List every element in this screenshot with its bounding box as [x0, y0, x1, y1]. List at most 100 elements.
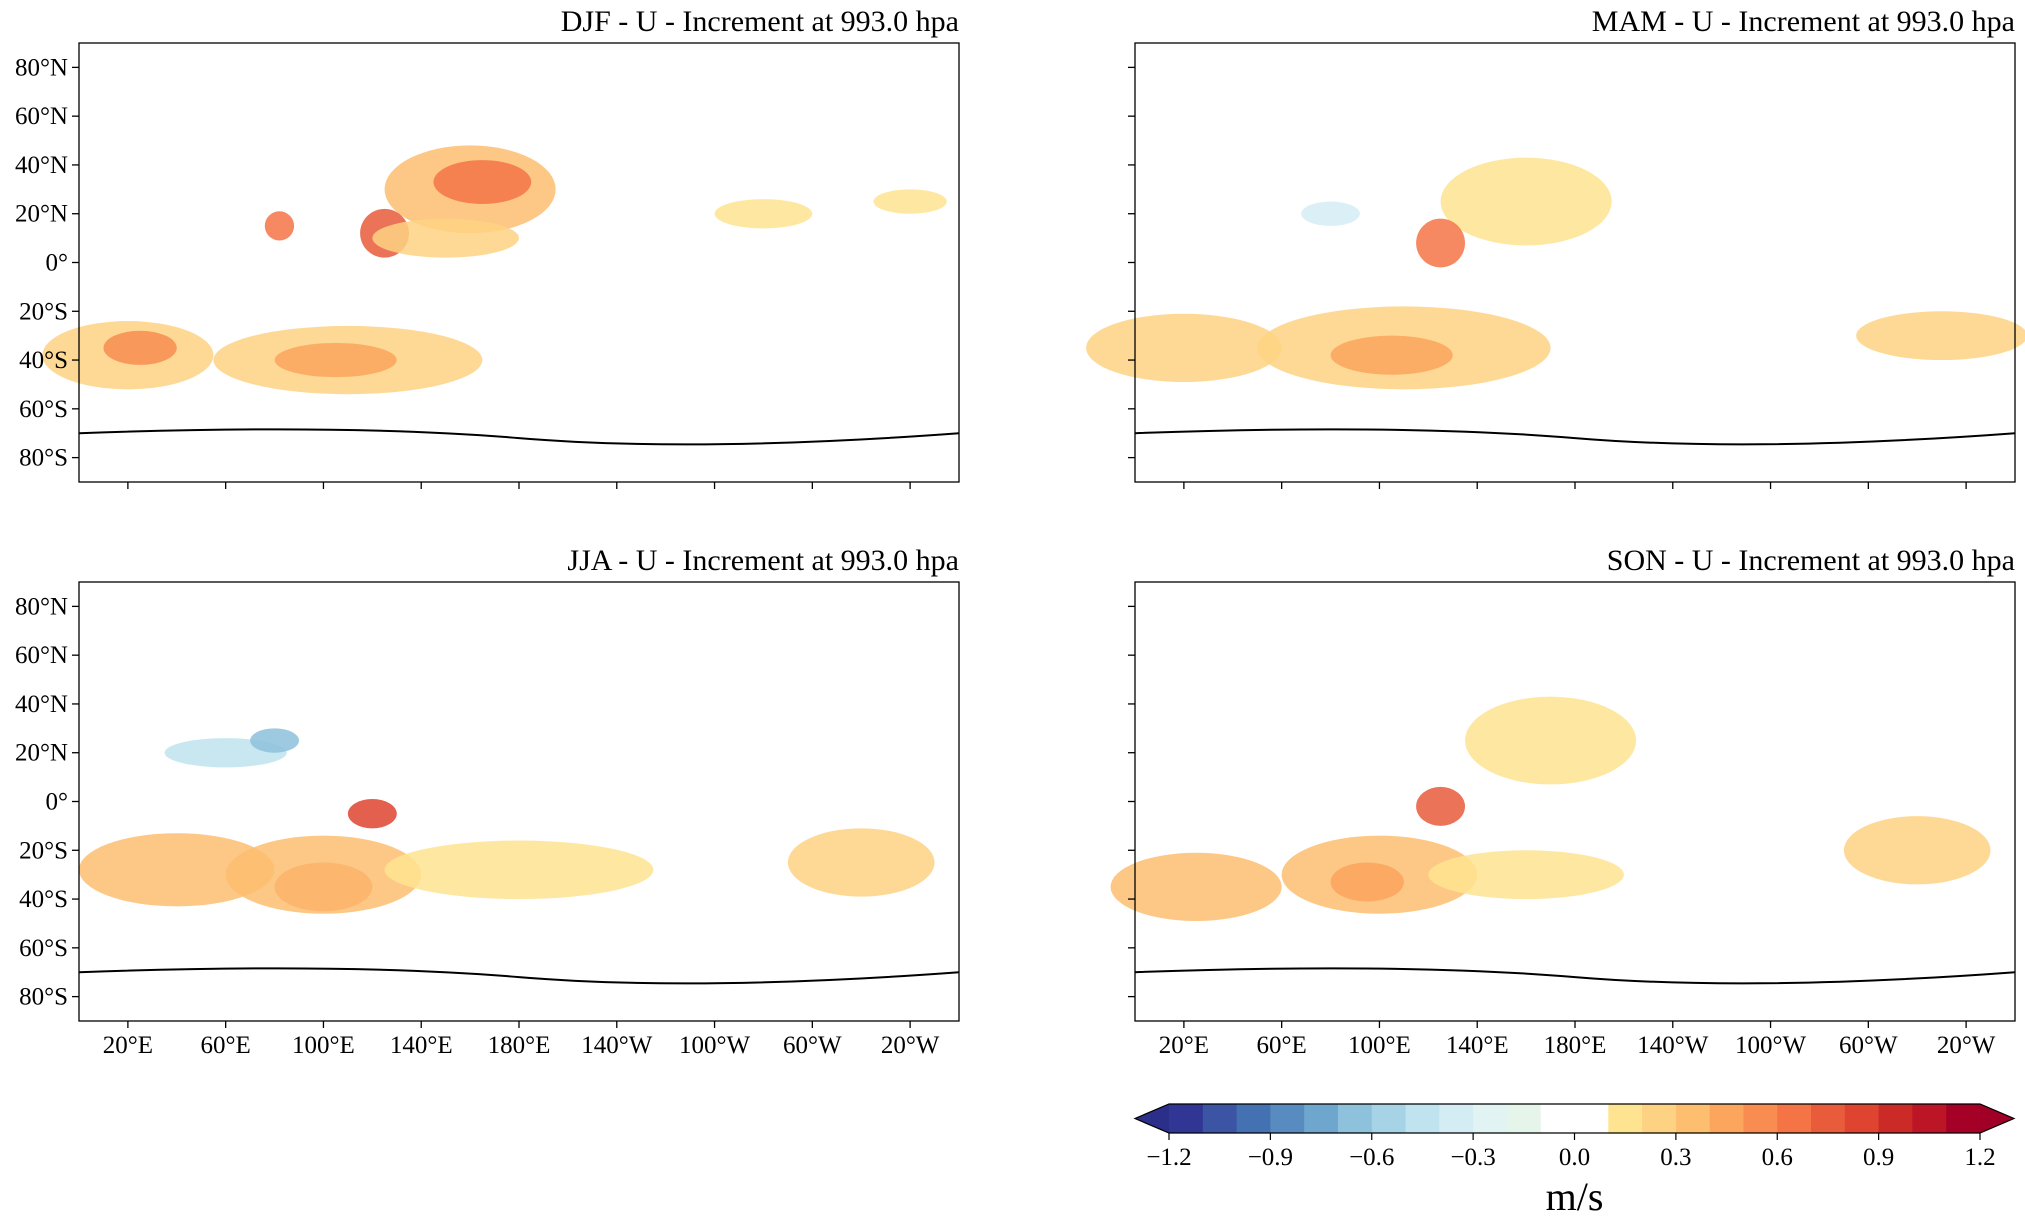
field-region: [1110, 852, 1282, 922]
field-region: [1843, 816, 1991, 885]
colorbar-bin: [1642, 1104, 1677, 1133]
colorbar-bin: [1304, 1104, 1339, 1133]
y-tick-label: 20°S: [19, 837, 68, 864]
x-tick-label: 20°E: [103, 1032, 153, 1059]
field-region: [384, 840, 654, 900]
x-tick-label: 20°W: [881, 1032, 940, 1059]
colorbar-tick-label: 0.0: [1559, 1144, 1590, 1171]
field-region: [1416, 218, 1465, 268]
field-region: [372, 218, 519, 258]
coastline: [78, 967, 960, 985]
coastline: [1134, 967, 2016, 985]
colorbar-bin: [1540, 1104, 1575, 1133]
field-region: [1465, 696, 1637, 785]
y-tick-label: 60°S: [19, 935, 68, 962]
coastline: [78, 428, 960, 446]
y-tick-label: 60°N: [15, 103, 68, 130]
map-panel: SON - U - Increment at 993.0 hpa 20°E 60°E…: [1110, 544, 2016, 1059]
x-tick-label: 140°W: [581, 1032, 652, 1059]
panel-title: SON - U - Increment at 993.0 hpa: [1607, 544, 2015, 577]
colorbar-bin: [1337, 1104, 1373, 1133]
colorbar-bin: [1946, 1104, 1981, 1133]
colorbar-label: m/s: [1546, 1174, 1604, 1219]
y-tick-label: 0°: [46, 250, 69, 277]
colorbar-bin: [1270, 1104, 1305, 1133]
axes-frame: [78, 42, 960, 483]
axes-frame: [78, 581, 960, 1022]
panel-title: JJA - U - Increment at 993.0 hpa: [567, 544, 959, 577]
colorbar-bin: [1202, 1104, 1238, 1133]
colorbar-bin: [1608, 1104, 1643, 1133]
x-tick-label: 140°E: [390, 1032, 453, 1059]
field-region: [1086, 313, 1282, 383]
colorbar-bin: [1675, 1104, 1711, 1133]
field-region: [1330, 335, 1453, 375]
colorbar-bin: [1405, 1104, 1440, 1133]
field-region: [714, 199, 813, 229]
map-panel: DJF - U - Increment at 993.0 hpa 80°N 60°N…: [15, 5, 960, 489]
colorbar-bin: [1878, 1104, 1913, 1133]
y-tick-label: 80°S: [19, 984, 68, 1011]
y-tick-label: 20°S: [19, 298, 68, 325]
field-region: [1330, 862, 1404, 902]
y-tick-label: 60°S: [19, 396, 68, 423]
colorbar-tick-label: 0.9: [1863, 1144, 1894, 1171]
colorbar-bin: [1743, 1104, 1778, 1133]
map-panel: JJA - U - Increment at 993.0 hpa 80°N 60°N…: [15, 544, 960, 1059]
x-tick-label: 100°E: [1348, 1032, 1411, 1059]
field-region: [433, 160, 532, 204]
x-tick-label: 60°E: [201, 1032, 251, 1059]
field-region: [1440, 157, 1612, 246]
colorbar-bin: [1811, 1104, 1846, 1133]
field-region: [225, 835, 422, 914]
y-tick-label: 80°N: [15, 54, 68, 81]
field-region: [78, 833, 275, 907]
y-tick-label: 80°N: [15, 593, 68, 620]
x-tick-label: 100°W: [1735, 1032, 1806, 1059]
colorbar-tick-label: −0.6: [1349, 1144, 1394, 1171]
x-tick-label: 180°E: [488, 1032, 551, 1059]
colorbar-tick-label: 1.2: [1964, 1144, 1995, 1171]
colorbar-bin: [1777, 1104, 1812, 1133]
x-tick-label: 140°W: [1637, 1032, 1708, 1059]
colorbar-bin: [1844, 1104, 1880, 1133]
colorbar-tick-label: −1.2: [1146, 1144, 1191, 1171]
colorbar-bin: [1912, 1104, 1947, 1133]
field-region: [1301, 201, 1360, 226]
field-region: [1428, 850, 1624, 900]
field-region: [1856, 311, 2025, 361]
x-tick-label: 60°W: [783, 1032, 842, 1059]
axes-frame: [1134, 581, 2016, 1022]
field-region: [347, 799, 397, 829]
field-region: [873, 189, 947, 214]
y-tick-label: 40°S: [19, 886, 68, 913]
x-tick-label: 100°W: [679, 1032, 750, 1059]
field-region: [274, 342, 397, 378]
colorbar-bin: [1709, 1104, 1744, 1133]
y-tick-label: 60°N: [15, 642, 68, 669]
x-tick-label: 180°E: [1544, 1032, 1607, 1059]
colorbar-bin: [1439, 1104, 1474, 1133]
y-tick-label: 40°N: [15, 691, 68, 718]
x-tick-label: 100°E: [292, 1032, 355, 1059]
y-tick-label: 40°S: [19, 347, 68, 374]
coastline: [1134, 428, 2016, 446]
colorbar-bin: [1371, 1104, 1407, 1133]
y-tick-label: 80°S: [19, 445, 68, 472]
field-region: [264, 211, 295, 241]
colorbar-bin: [1574, 1104, 1609, 1133]
panel-title: DJF - U - Increment at 993.0 hpa: [561, 5, 959, 38]
map-panel: MAM - U - Increment at 993.0 hpa: [1086, 5, 2025, 489]
colorbar-tick-label: −0.9: [1248, 1144, 1293, 1171]
colorbar-under: [1135, 1104, 1169, 1133]
field-region: [250, 728, 299, 753]
colorbar-tick-label: 0.3: [1660, 1144, 1691, 1171]
y-tick-label: 20°N: [15, 740, 68, 767]
colorbar-bin: [1236, 1104, 1271, 1133]
x-tick-label: 140°E: [1446, 1032, 1509, 1059]
colorbar-over: [1980, 1104, 2014, 1133]
y-tick-label: 20°N: [15, 201, 68, 228]
x-tick-label: 60°E: [1257, 1032, 1307, 1059]
field-region: [787, 828, 935, 897]
colorbar-bin: [1506, 1104, 1542, 1133]
